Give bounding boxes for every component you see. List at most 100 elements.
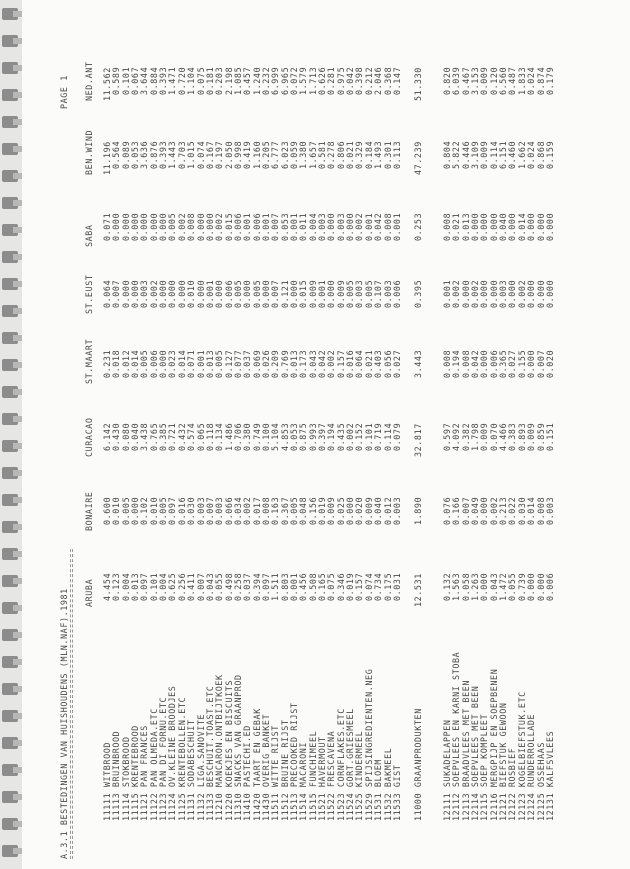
table-row: 12114 SOEPVLEES MET BEEN 1.263 0.049 1.798 0… — [470, 0, 480, 869]
cell-value: 0.001 — [391, 212, 402, 241]
title-underline — [70, 549, 73, 859]
table-row: 11430 OVERIG BANKET 0.097 0.008 0.100 0.026 0… — [261, 0, 271, 869]
binding-ring — [2, 629, 22, 641]
table-row: 12115 SOEP KOMPLEET 0.000 0.000 0.009 0.000 0… — [479, 0, 489, 869]
table-row: 11132 LIGA.SANOVITE 0.007 0.003 0.065 0.001 0… — [196, 0, 206, 869]
cell-value: 0.159 — [544, 140, 555, 169]
binding-ring — [2, 656, 22, 668]
cell-value: 0.031 — [391, 572, 402, 601]
table-row: 11131 SODABESCHUIT 0.411 0.030 0.574 0.071 0.… — [186, 0, 196, 869]
table-row: 12112 SOEPVLEES EN KARNI STOBA 1.563 0.166… — [451, 0, 461, 869]
binding-ring — [2, 224, 22, 236]
table-row: 11523 CORNFLAKES.ETC 0.346 0.025 0.435 0.157… — [336, 0, 346, 869]
column-header: ST.MAART — [84, 338, 94, 384]
table-row: 11133 BESCHUIT.TOAST.ETC 0.043 0.007 0.118 0… — [205, 0, 215, 869]
table-row: 11310 SNACKS VAN GRAANPROD 0.258 0.034 0.70… — [233, 0, 243, 869]
row-label: 11000 GRAANPRODUKTEN — [413, 708, 423, 821]
table-row: 11529 SPIJSINGREDIENTEN.NEG 0.074 0.009 0.1… — [364, 0, 374, 869]
cell-value: 51.330 — [413, 67, 423, 101]
table-row: 11525 KINDERMEEL 0.157 0.020 0.152 0.064 0.00… — [354, 0, 364, 869]
cell-value: 0.000 — [544, 212, 555, 241]
table-row: 11220 KOEKJES EN BISCUITS 0.498 0.066 1.486… — [224, 0, 234, 869]
table-row: 12116 MERGPIJP EN SOEPBENEN 0.043 0.002 0.0… — [489, 0, 499, 869]
document-page: A.3.1 BESTEDINGEN VAN HUISHOUDENS (MLN.N… — [22, 0, 630, 869]
binding-ring — [2, 278, 22, 290]
cell-value: 1.890 — [413, 496, 423, 525]
page-number: PAGE 1 — [59, 75, 69, 109]
column-header: BEN.WIND — [84, 129, 94, 175]
table-row: 11533 GIST 0.031 0.003 0.079 0.027 0.006 0.001… — [391, 0, 402, 869]
binding-ring — [2, 440, 22, 452]
cell-value: 0.020 — [544, 349, 555, 378]
page-title: A.3.1 BESTEDINGEN VAN HUISHOUDENS (MLN.N… — [59, 588, 69, 859]
binding-ring — [2, 62, 22, 74]
table-row: 11514 MACARONI 0.456 0.048 0.875 0.173 0.015 0… — [298, 0, 308, 869]
table-row: 11521 HAVERMOUT 0.165 0.019 0.397 0.042 0.001… — [317, 0, 327, 869]
table-row: 11524 GORT.GRIESMEEL 0.019 0.000 0.002 0.016… — [345, 0, 355, 869]
cell-value: 0.151 — [544, 422, 555, 451]
table-row: 11115 KRENTEBROOD 0.013 0.000 0.040 0.014 0.0… — [130, 0, 140, 869]
binding-ring — [2, 818, 22, 830]
table-row: 12123 KOGELBIEFSTUK.ETC 0.739 0.030 0.893 0.… — [517, 0, 527, 869]
binding-ring — [2, 521, 22, 533]
table-row: 12125 OSSEHAAS 0.000 0.008 0.859 0.007 0.000 0… — [536, 0, 546, 869]
table-row: 11111 WITBROOD 4.454 0.600 6.142 0.231 0.064 0… — [102, 0, 112, 869]
cell-value: 32.817 — [413, 423, 423, 457]
cell-value: 0.003 — [391, 496, 402, 525]
table-row: 11513 PRECOOKED RIJST 0.001 0.005 0.053 0.01… — [289, 0, 299, 869]
binding-ring — [2, 548, 22, 560]
binding-ring — [2, 89, 22, 101]
binding-ring — [2, 845, 22, 857]
table-row: 11124 OV.KLEINE BROODJES 0.625 0.097 0.721 0… — [167, 0, 177, 869]
cell-value: 0.000 — [544, 279, 555, 308]
cell-value: 0.006 — [391, 279, 402, 308]
cell-value: 0.147 — [391, 66, 402, 95]
binding-ring — [2, 251, 22, 263]
cell-value: 12.531 — [413, 573, 423, 607]
table-row: 12131 KALFSVLEES 0.006 0.003 0.151 0.020 0.00… — [544, 0, 555, 869]
column-header: CURACAO — [84, 417, 94, 458]
table-row: 11114 STOKBROOD 0.004 0.005 0.080 0.012 0.000… — [121, 0, 131, 869]
table-row: 11121 PAN FRANCES 0.097 0.102 3.438 0.005 0.0… — [139, 0, 149, 869]
binding-ring — [2, 413, 22, 425]
table-row: 11420 TAART EN GEBAK 0.394 0.017 0.749 0.069… — [252, 0, 262, 869]
column-header: ST.EUST — [84, 274, 94, 315]
binding-ring — [2, 737, 22, 749]
table-row: 11125 KRENTEBOLLEN.ETC 0.256 0.016 0.432 0.0… — [177, 0, 187, 869]
binding-ring — [2, 116, 22, 128]
table-row: 11113 BRUINBROOD 0.123 0.010 0.430 0.018 0.00… — [111, 0, 121, 869]
binding-ring — [2, 710, 22, 722]
total-row: 11000 GRAANPRODUKTEN 12.531 1.890 32.817 3.4… — [413, 0, 423, 869]
row-label: 11533 GIST — [391, 764, 402, 821]
column-header: SABA — [84, 224, 94, 247]
binding-ring — [2, 683, 22, 695]
rotated-table-sheet: A.3.1 BESTEDINGEN VAN HUISHOUDENS (MLN.N… — [22, 0, 630, 869]
table-row: 11123 PAN DI FORNU.ETC 0.004 0.005 0.385 0.0… — [158, 0, 168, 869]
table-row: 11122 PAN OLMEDA.ETC 0.101 0.010 0.765 0.006… — [149, 0, 159, 869]
binding-ring — [2, 197, 22, 209]
cell-value: 0.113 — [391, 140, 402, 169]
spiral-binding — [0, 0, 22, 869]
table-row: 11515 FUNCHIMEEL 0.508 0.156 0.993 0.043 0.00… — [308, 0, 318, 869]
table-row: 11410 PASTECHI.ED 0.037 0.002 0.380 0.037 0.0… — [242, 0, 252, 869]
binding-ring — [2, 305, 22, 317]
binding-ring — [2, 575, 22, 587]
cell-value: 0.003 — [544, 496, 555, 525]
table-row: 11531 BLOEM 0.734 0.040 0.719 0.403 0.107 0.04… — [373, 0, 383, 869]
cell-value: 0.253 — [413, 212, 423, 241]
binding-ring — [2, 764, 22, 776]
cell-value: 0.395 — [413, 279, 423, 308]
cell-value: 0.179 — [544, 66, 555, 95]
binding-ring — [2, 494, 22, 506]
binding-ring — [2, 332, 22, 344]
column-header: NED.ANT — [84, 61, 94, 102]
column-header: BONAIRE — [84, 491, 94, 532]
binding-ring — [2, 386, 22, 398]
binding-ring — [2, 35, 22, 47]
table-row: 12122 ROSBIEF 0.055 0.022 0.383 0.027 0.000 0.… — [507, 0, 517, 869]
table-row: 12111 SUKADELAPPEN 0.132 0.076 0.597 0.008 0.… — [442, 0, 452, 869]
table-row: 12121 BIEFSTUK GEWOON 1.472 0.213 4.466 0.36… — [498, 0, 508, 869]
binding-ring — [2, 602, 22, 614]
table-row: 11512 BRUINE RIJST 0.803 0.367 4.853 0.769 0.… — [280, 0, 290, 869]
cell-value: 0.079 — [391, 422, 402, 451]
